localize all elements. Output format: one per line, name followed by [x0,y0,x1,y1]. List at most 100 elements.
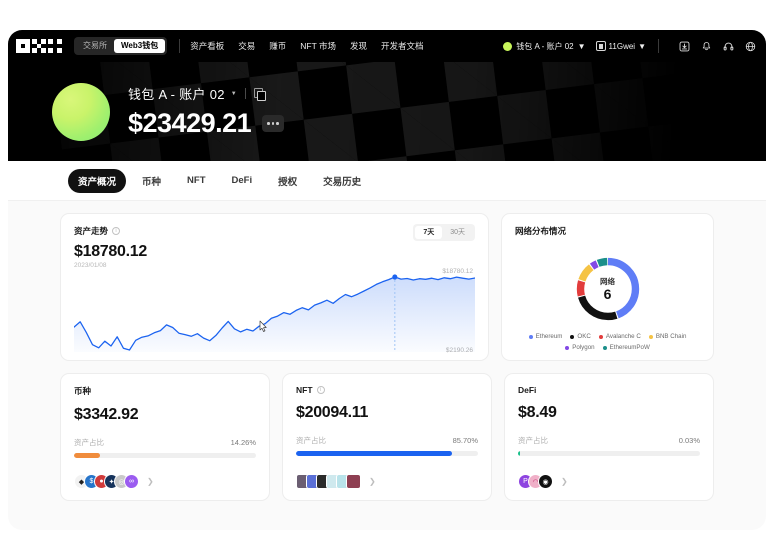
headset-icon[interactable] [723,41,734,52]
legend-item-bnb-chain: BNB Chain [648,333,687,340]
legend-label: Ethereum [535,333,563,340]
stat-card-defi: DeFi $8.49 资产占比 0.03% P ◠ ◉ ❯ [504,373,714,501]
ratio-row: 资产占比 0.03% [518,435,700,446]
legend-label: Polygon [572,344,595,351]
network-distribution-card: 网络分布情况 网络 6 Ethereum OKC Avalanche C BNB Ch… [501,213,714,361]
tab-nft[interactable]: NFT [187,175,206,186]
nav-divider [179,39,181,53]
wallet-name: 钱包 A - 账户 02 [128,87,225,102]
download-icon[interactable] [679,41,690,52]
more-actions-button[interactable] [262,115,285,132]
nav-link-discover[interactable]: 发现 [349,41,367,51]
ratio-progress-fill [296,451,452,456]
copy-address-icon[interactable] [253,88,266,101]
top-navigation-bar: 交易所 Web3钱包 资产看板 交易 赚币 NFT 市场 发现 开发者文档 钱包… [8,30,766,62]
legend-swatch [602,345,607,350]
chevron-right-icon[interactable]: ❯ [369,477,376,486]
asset-icon-stack[interactable]: P ◠ ◉ [518,474,553,489]
asset-icon-row[interactable]: ◆ $ ● ✦ ◎ ∞ ❯ [74,474,256,489]
nav-links: 资产看板 交易 赚币 NFT 市场 发现 开发者文档 [190,40,423,52]
stat-card-nft: NFT i $20094.11 资产占比 85.70% ❯ [282,373,492,501]
ratio-row: 资产占比 85.70% [296,435,478,446]
card-title: NFT i [296,385,478,395]
chevron-down-icon: ▼ [638,41,646,51]
globe-icon[interactable] [745,41,756,52]
nav-link-dashboard[interactable]: 资产看板 [190,41,225,51]
asset-icon-stack[interactable] [296,474,361,489]
account-status-dot [503,41,513,51]
network-donut-chart: 网络 6 [571,252,645,326]
ratio-progress-fill [74,453,100,458]
overview-content: 资产走势 i $18780.12 2023/01/08 7天 30天 $1878… [8,201,766,530]
ratio-row: 资产占比 14.26% [74,437,256,448]
logo-block-k [32,39,46,53]
asset-trend-card: 资产走势 i $18780.12 2023/01/08 7天 30天 $1878… [60,213,490,361]
okx-logo[interactable] [16,39,62,53]
logo-block-o [16,39,30,53]
ratio-progress-fill [518,451,521,456]
nav-right-cluster: 钱包 A - 账户 02 ▼ 11Gwei ▼ [503,39,756,53]
wallet-avatar [52,82,110,141]
donut-segment-ethereum[interactable] [576,257,639,321]
ratio-percent: 14.26% [230,438,256,447]
donut-segment-avalanche-c[interactable] [576,257,639,321]
asset-icon-stack[interactable]: ◆ $ ● ✦ ◎ ∞ [74,474,139,489]
nav-divider [658,39,659,53]
legend-label: BNB Chain [655,333,687,340]
asset-icon-row[interactable]: ❯ [296,474,478,489]
legend-item-okc: OKC [570,333,591,340]
gas-indicator[interactable]: 11Gwei ▼ [595,41,646,51]
nav-link-earn[interactable]: 赚币 [269,41,287,51]
chevron-down-icon[interactable]: ▼ [230,90,237,97]
asset-icon-row[interactable]: P ◠ ◉ ❯ [518,474,700,489]
ratio-percent: 0.03% [678,436,700,445]
range-7d[interactable]: 7天 [415,226,443,239]
nav-link-trade[interactable]: 交易 [238,41,256,51]
trend-chart[interactable]: $18780.12 $2190.26 [74,268,476,356]
wallet-hero-banner: 钱包 A - 账户 02 ▼ $23429.21 [8,62,766,161]
range-30d[interactable]: 30天 [450,229,466,236]
legend-swatch [565,345,570,350]
stat-card-row: 币种 $3342.92 资产占比 14.26% ◆ $ ● ✦ ◎ ∞ ❯ NFT i $20094.11… [60,373,714,501]
stat-title-text: NFT [296,385,313,395]
legend-label: Avalanche C [605,333,641,340]
tab-transaction-history[interactable]: 交易历史 [323,176,362,188]
stat-card--: 币种 $3342.92 资产占比 14.26% ◆ $ ● ✦ ◎ ∞ ❯ [60,373,270,501]
account-selector[interactable]: 钱包 A - 账户 02 ▼ [503,41,586,52]
chevron-right-icon[interactable]: ❯ [561,477,568,486]
legend-swatch [598,334,603,339]
tab-approvals[interactable]: 授权 [278,176,298,188]
nav-link-nft-market[interactable]: NFT 市场 [300,41,336,51]
legend-item-avalanche-c: Avalanche C [598,333,641,340]
legend-swatch [570,334,575,339]
stat-title-text: 币种 [74,386,92,396]
card-title: 网络分布情况 [515,225,700,237]
donut-segment-okc[interactable] [576,257,639,321]
trend-amount: $18780.12 [74,243,147,260]
axis-label-high: $18780.12 [442,268,474,275]
card-title: 资产走势 i [74,225,475,237]
info-icon[interactable]: i [316,386,325,394]
tab-defi[interactable]: DeFi [231,175,253,186]
total-balance: $23429.21 [128,108,252,138]
bell-icon[interactable] [701,41,712,52]
tab-tokens[interactable]: 币种 [142,176,162,188]
ratio-progress-bar [518,451,700,456]
trend-title-text: 资产走势 [74,226,109,236]
ratio-progress-bar [296,451,478,456]
top-card-row: 资产走势 i $18780.12 2023/01/08 7天 30天 $1878… [60,213,714,361]
legend-label: OKC [577,333,591,340]
nav-link-developer-docs[interactable]: 开发者文档 [381,41,424,51]
switch-web3-wallet[interactable]: Web3钱包 [114,39,166,53]
tab-overview[interactable]: 资产概况 [68,168,127,193]
chevron-right-icon[interactable]: ❯ [147,477,154,486]
legend-item-polygon: Polygon [565,344,595,351]
info-icon[interactable]: i [112,227,121,235]
product-switcher[interactable]: 交易所 Web3钱包 [74,37,168,55]
range-toggle[interactable]: 7天 30天 [413,224,476,241]
switch-exchange[interactable]: 交易所 [83,41,107,50]
trend-chart-svg [74,274,476,352]
legend-label: EthereumPoW [609,344,650,351]
network-legend: Ethereum OKC Avalanche C BNB Chain Polygon Et… [510,333,705,351]
donut-label-text: 网络 [600,276,616,286]
